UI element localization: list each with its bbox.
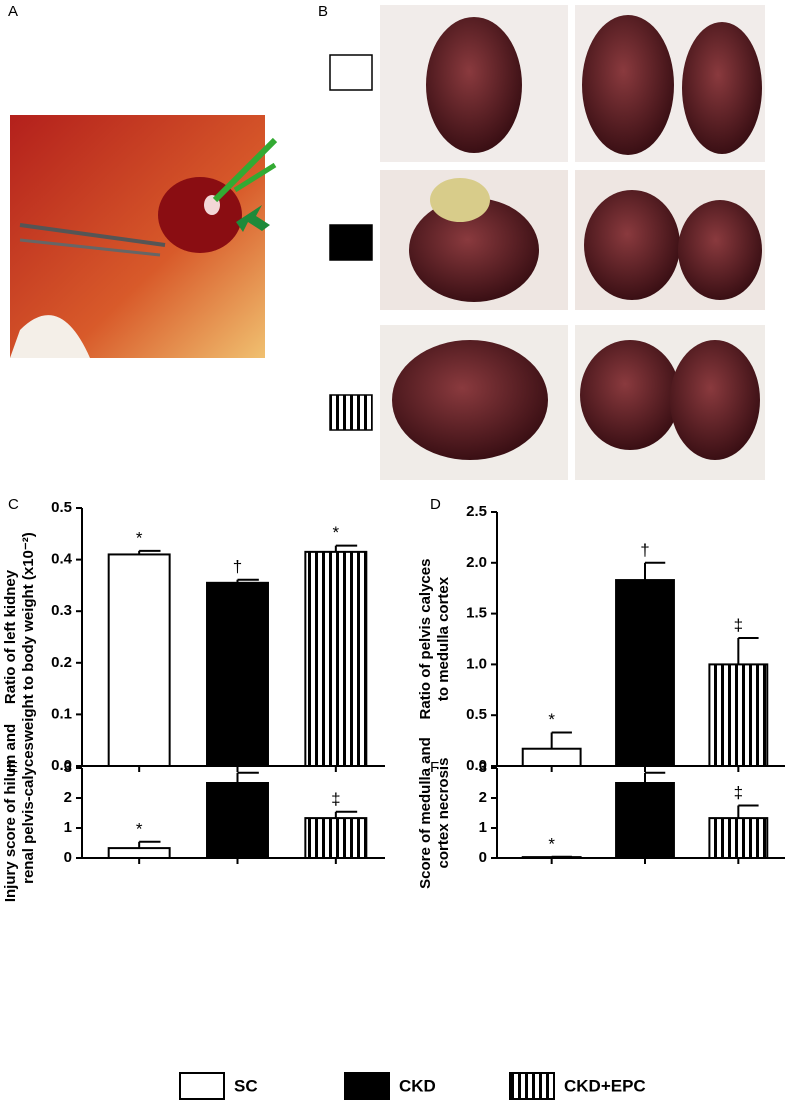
bar xyxy=(521,856,582,859)
photo-row-keys xyxy=(329,54,373,431)
legend-label: CKD+EPC xyxy=(564,1076,646,1095)
significance-mark: † xyxy=(233,557,242,576)
y-tick-label: 0.0 xyxy=(466,757,487,774)
bar xyxy=(708,817,769,859)
y-tick-label: 0 xyxy=(479,849,487,866)
significance-mark: † xyxy=(640,750,649,769)
y-tick-label: 0.2 xyxy=(51,654,72,671)
kidney-photos xyxy=(380,5,765,480)
significance-mark: † xyxy=(640,540,649,559)
legend-swatch xyxy=(509,1072,555,1100)
significance-mark: * xyxy=(548,834,555,853)
y-tick-label: 0.1 xyxy=(51,705,72,722)
y-tick-label: 1.0 xyxy=(466,655,487,672)
panel-label: A xyxy=(8,3,18,20)
y-axis-label: to medulla cortex xyxy=(435,576,452,701)
y-tick-label: 1 xyxy=(64,819,72,836)
significance-mark: ‡ xyxy=(331,789,340,808)
y-tick-label: 0.3 xyxy=(51,602,72,619)
significance-mark: * xyxy=(136,819,143,838)
y-tick-label: 2 xyxy=(64,789,72,806)
panel-label: B xyxy=(318,3,328,20)
y-tick-label: 1 xyxy=(479,819,487,836)
bar xyxy=(107,847,171,859)
bar xyxy=(107,553,171,767)
y-axis-label: Ratio of pelvis calyces xyxy=(417,559,434,720)
panel-label: E xyxy=(8,759,18,776)
y-tick-label: 0.5 xyxy=(466,706,487,723)
y-tick-label: 0.5 xyxy=(51,499,72,516)
bar xyxy=(615,782,675,859)
surgery-photo xyxy=(10,115,278,358)
y-tick-label: 2 xyxy=(479,789,487,806)
bar xyxy=(206,782,269,859)
y-axis-label: Ratio of left kidney xyxy=(2,569,19,704)
y-axis-label: renal pelvis-calyces xyxy=(20,742,37,884)
legend-label: CKD xyxy=(399,1076,436,1095)
bar xyxy=(304,550,368,767)
y-axis-label: Injury score of hilum and xyxy=(2,724,19,902)
bar xyxy=(708,663,769,768)
bar xyxy=(615,579,675,768)
y-axis-label: cortex necrosis xyxy=(435,758,452,869)
significance-mark: * xyxy=(136,528,143,547)
y-tick-label: 2.5 xyxy=(466,503,487,520)
bar xyxy=(521,747,582,768)
y-tick-label: 1.5 xyxy=(466,605,487,622)
legend-swatch xyxy=(179,1072,225,1100)
significance-mark: * xyxy=(333,523,340,542)
panel-label: D xyxy=(430,496,441,513)
y-tick-label: 0.4 xyxy=(51,551,73,568)
y-tick-label: 0 xyxy=(64,849,72,866)
y-tick-label: 3 xyxy=(479,759,487,776)
panel-label: F xyxy=(430,759,439,776)
y-axis-label: weight to body weight (x10⁻²) xyxy=(20,532,37,743)
panel-label: C xyxy=(8,496,19,513)
significance-mark: † xyxy=(233,750,242,769)
significance-mark: * xyxy=(548,710,555,729)
y-tick-label: 0.0 xyxy=(51,757,72,774)
significance-mark: ‡ xyxy=(734,783,743,802)
significance-mark: ‡ xyxy=(734,615,743,634)
y-tick-label: 3 xyxy=(64,759,72,776)
bar xyxy=(206,581,269,767)
legend-swatch xyxy=(344,1072,390,1100)
y-tick-label: 2.0 xyxy=(466,554,487,571)
y-axis-label: Score of medulla and xyxy=(417,737,434,889)
legend-label: SC xyxy=(234,1076,258,1095)
bar xyxy=(304,817,368,859)
